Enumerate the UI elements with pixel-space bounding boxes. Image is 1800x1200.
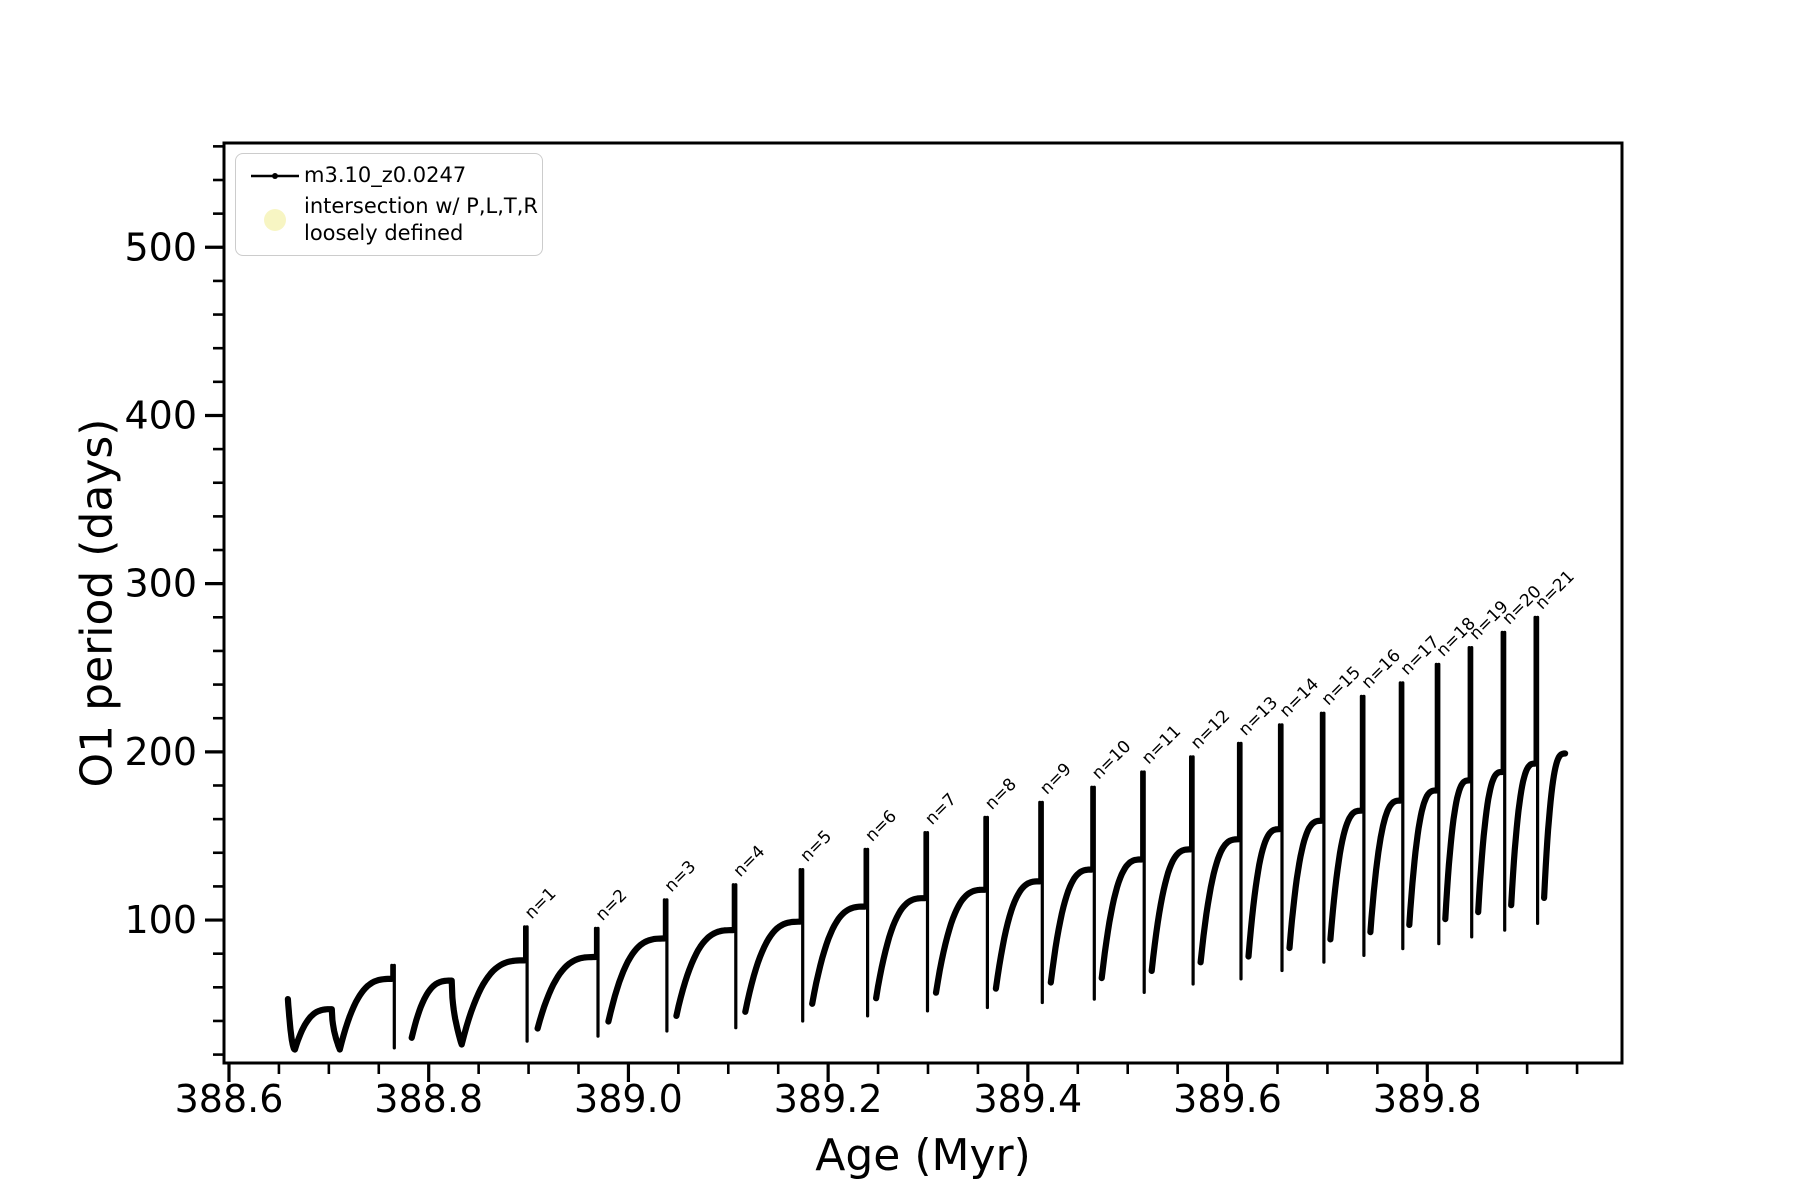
spike-annotation-n-10: n=10 bbox=[1088, 737, 1135, 784]
y-tick-label: 400 bbox=[124, 393, 197, 437]
x-tick-label: 388.8 bbox=[374, 1077, 483, 1121]
legend-intersection-label: intersection w/ P,L,T,R loosely defined bbox=[304, 193, 538, 247]
x-tick-label: 389.2 bbox=[774, 1077, 883, 1121]
legend: m3.10_z0.0247 intersection w/ P,L,T,R lo… bbox=[235, 153, 543, 256]
spike-annotation-n-8: n=8 bbox=[981, 774, 1020, 813]
curve-main bbox=[284, 750, 1569, 1053]
legend-intersection-line1: intersection w/ P,L,T,R bbox=[304, 194, 538, 218]
x-tick-label: 389.6 bbox=[1173, 1077, 1282, 1121]
y-tick-label: 500 bbox=[124, 225, 197, 269]
y-tick-label: 100 bbox=[124, 898, 197, 942]
spike-annotation-n-16: n=16 bbox=[1358, 646, 1405, 693]
curve-spikes bbox=[390, 615, 1540, 1050]
spike-annotation-n-14: n=14 bbox=[1276, 674, 1323, 721]
spike-annotation-n-2: n=2 bbox=[592, 885, 631, 924]
y-tick-label: 200 bbox=[124, 730, 197, 774]
legend-entry-series: m3.10_z0.0247 bbox=[246, 162, 532, 189]
legend-series-label: m3.10_z0.0247 bbox=[304, 163, 467, 187]
y-tick-label: 300 bbox=[124, 562, 197, 606]
legend-entry-intersection: intersection w/ P,L,T,R loosely defined bbox=[246, 193, 538, 247]
spike-annotation-n-12: n=12 bbox=[1187, 706, 1234, 753]
x-tick-label: 389.0 bbox=[574, 1077, 683, 1121]
spike-annotation-n-13: n=13 bbox=[1235, 693, 1282, 740]
legend-intersection-circle-icon bbox=[246, 207, 304, 233]
spike-annotation-n-4: n=4 bbox=[730, 842, 769, 881]
legend-line-dot-marker-icon bbox=[246, 165, 304, 187]
spike-annotation-n-9: n=9 bbox=[1036, 759, 1075, 798]
x-tick-label: 388.6 bbox=[175, 1077, 284, 1121]
x-tick-label: 389.4 bbox=[973, 1077, 1082, 1121]
spike-annotation-n-6: n=6 bbox=[861, 806, 900, 845]
spike-annotation-n-5: n=5 bbox=[797, 827, 836, 866]
x-axis-label: Age (Myr) bbox=[815, 1130, 1031, 1181]
axes-frame bbox=[222, 141, 1624, 1065]
spike-annotation-n-15: n=15 bbox=[1318, 663, 1365, 710]
spike-annotation-n-3: n=3 bbox=[661, 857, 700, 896]
spike-annotation-n-11: n=11 bbox=[1138, 721, 1185, 768]
legend-intersection-line2: loosely defined bbox=[304, 221, 464, 245]
spike-annotation-n-1: n=1 bbox=[521, 884, 560, 923]
spike-annotation-n-7: n=7 bbox=[921, 790, 960, 829]
y-axis-label: O1 period (days) bbox=[71, 418, 123, 788]
x-tick-label: 389.8 bbox=[1373, 1077, 1482, 1121]
